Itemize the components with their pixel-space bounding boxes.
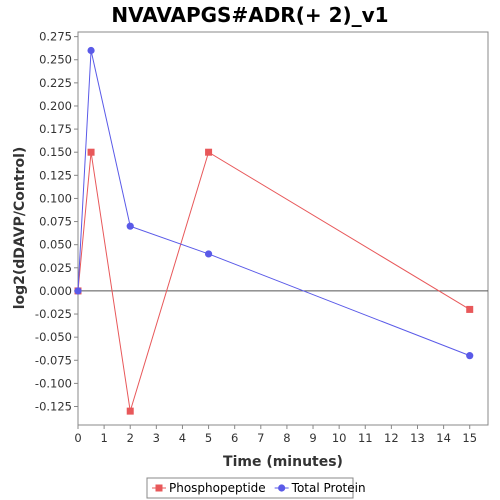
x-tick-label: 12 xyxy=(384,431,399,445)
legend: Phosphopeptide Total Protein xyxy=(146,477,366,499)
y-axis-title: log2(dDAVP/Control) xyxy=(12,147,28,310)
y-tick-label: 0.275 xyxy=(39,30,72,44)
y-tick-label: -0.075 xyxy=(35,353,72,367)
y-tick-label: 0.225 xyxy=(39,76,72,90)
x-tick-label: 9 xyxy=(309,431,316,445)
y-axis: -0.125 -0.100 -0.075 -0.050 -0.025 0.000 0.025… xyxy=(35,30,78,414)
x-axis-title: Time (minutes) xyxy=(223,454,343,470)
data-point-phosphopeptide xyxy=(466,305,474,313)
legend-marker-phosphopeptide xyxy=(155,484,163,492)
y-tick-label: 0.075 xyxy=(39,215,72,229)
legend-box xyxy=(146,477,354,499)
x-tick-label: 4 xyxy=(179,431,186,445)
y-tick-label: 0.025 xyxy=(39,261,72,275)
legend-label-total-protein: Total Protein xyxy=(291,481,366,495)
plot-area xyxy=(77,31,489,426)
data-point-phosphopeptide xyxy=(126,407,134,415)
y-tick-label: 0.125 xyxy=(39,168,72,182)
x-tick-label: 3 xyxy=(153,431,160,445)
y-tick-label: 0.150 xyxy=(39,145,72,159)
data-point-total-protein xyxy=(126,222,134,230)
x-tick-label: 11 xyxy=(358,431,373,445)
y-tick-label: 0.050 xyxy=(39,238,72,252)
x-tick-label: 2 xyxy=(127,431,134,445)
y-tick-label: 0.250 xyxy=(39,53,72,67)
data-point-phosphopeptide xyxy=(87,148,95,156)
legend-marker-total-protein xyxy=(278,484,286,492)
x-tick-label: 8 xyxy=(283,431,290,445)
series-layer xyxy=(74,46,474,415)
x-tick-label: 0 xyxy=(74,431,81,445)
x-tick-label: 15 xyxy=(462,431,477,445)
data-point-phosphopeptide xyxy=(205,148,213,156)
x-axis: 0 1 2 3 4 5 6 7 8 9 10 11 12 13 14 15 xyxy=(74,425,477,445)
data-point-total-protein xyxy=(466,352,474,360)
y-tick-label: 0.100 xyxy=(39,191,72,205)
y-tick-label: -0.125 xyxy=(35,400,72,414)
x-tick-label: 10 xyxy=(332,431,347,445)
data-point-total-protein xyxy=(87,46,95,55)
legend-label-phosphopeptide: Phosphopeptide xyxy=(169,481,266,495)
x-tick-label: 14 xyxy=(436,431,451,445)
x-tick-label: 13 xyxy=(410,431,425,445)
data-point-total-protein xyxy=(74,287,82,295)
x-tick-label: 1 xyxy=(100,431,107,445)
data-point-total-protein xyxy=(204,250,213,258)
y-tick-label: -0.025 xyxy=(35,307,72,321)
x-tick-label: 6 xyxy=(231,431,238,445)
x-tick-label: 7 xyxy=(257,431,264,445)
y-tick-label: -0.100 xyxy=(35,376,72,390)
x-tick-label: 5 xyxy=(205,431,212,445)
y-tick-label: 0.000 xyxy=(39,284,72,298)
y-tick-label: 0.200 xyxy=(39,99,72,113)
chart-title: NVAVAPGS#ADR(+ 2)_v1 xyxy=(111,3,388,27)
y-tick-label: -0.050 xyxy=(35,330,72,344)
y-tick-label: 0.175 xyxy=(39,122,72,136)
